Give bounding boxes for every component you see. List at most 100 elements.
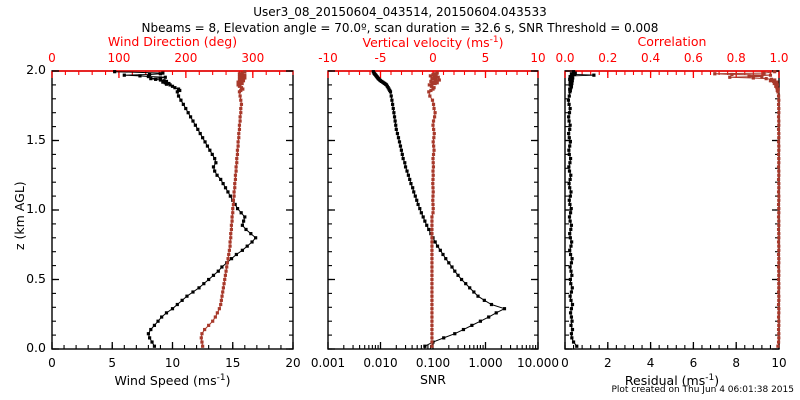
series-marker <box>430 340 434 344</box>
series-marker <box>568 232 572 236</box>
series-marker <box>470 323 474 327</box>
series-marker <box>228 194 232 198</box>
series-line <box>714 71 780 347</box>
series-marker <box>427 227 431 232</box>
series-marker <box>239 111 243 115</box>
series-marker <box>569 190 573 194</box>
series-marker <box>570 302 575 307</box>
series-marker <box>568 277 572 282</box>
series-marker <box>233 177 238 182</box>
series-marker <box>487 315 491 319</box>
series-marker <box>430 215 434 219</box>
series-marker <box>432 127 436 131</box>
series-marker <box>592 73 596 77</box>
series-marker <box>397 140 402 144</box>
series-marker <box>221 286 225 290</box>
series-marker <box>776 94 781 98</box>
series-marker <box>173 86 177 90</box>
series-marker <box>428 94 432 98</box>
series-marker <box>200 340 204 344</box>
series-marker <box>412 190 416 194</box>
series-marker <box>777 223 781 227</box>
series-marker <box>777 307 781 311</box>
series-marker <box>570 273 574 277</box>
series-marker <box>228 240 232 244</box>
series-marker <box>777 269 781 273</box>
series-marker <box>203 140 207 144</box>
series-marker <box>571 70 576 74</box>
xtick-label-bottom: 10 <box>164 356 181 370</box>
xtick-label-top: 300 <box>241 51 265 65</box>
series-marker <box>776 240 781 244</box>
series-marker <box>430 219 434 223</box>
series-marker <box>425 223 429 227</box>
series-marker <box>243 215 247 219</box>
series-marker <box>202 282 206 286</box>
series-marker <box>568 194 572 198</box>
series-marker <box>776 215 781 219</box>
series-marker <box>468 286 472 290</box>
series-marker <box>777 323 781 327</box>
series-marker <box>138 74 142 78</box>
series-marker <box>163 75 167 79</box>
series-marker <box>430 236 434 240</box>
series-marker <box>776 290 781 294</box>
series-marker <box>776 315 781 319</box>
series-marker <box>210 152 214 156</box>
series-marker <box>430 302 434 307</box>
series-marker <box>461 327 466 332</box>
series-marker <box>777 336 781 340</box>
series-marker <box>229 232 233 236</box>
series-marker <box>569 282 573 286</box>
series-marker <box>569 227 573 232</box>
series-marker <box>776 227 781 232</box>
series-marker <box>431 152 436 156</box>
xtick-label-bottom: 0.001 <box>310 356 346 370</box>
xtick-label-top: 200 <box>174 51 198 65</box>
series-marker <box>432 86 436 90</box>
series-marker <box>229 257 234 261</box>
series-marker <box>429 84 434 88</box>
series-marker <box>713 72 717 76</box>
series-marker <box>430 311 434 315</box>
series-marker <box>777 219 781 223</box>
series-marker <box>232 194 236 198</box>
ytick-label: 0.0 <box>26 340 46 355</box>
series-marker <box>430 240 434 244</box>
series-marker <box>432 136 436 140</box>
series-marker <box>431 173 435 177</box>
series-marker <box>181 102 185 106</box>
series-marker <box>569 261 574 265</box>
series-marker <box>441 252 445 257</box>
figure-subtitle: Nbeams = 8, Elevation angle = 70.0º, sca… <box>141 21 659 35</box>
series-marker <box>776 190 781 194</box>
series-marker <box>775 80 779 84</box>
series-marker <box>193 123 197 127</box>
series-marker <box>575 344 579 348</box>
xtick-label-top: 0.0 <box>555 51 575 65</box>
series-marker <box>777 136 781 140</box>
series-marker <box>390 98 394 102</box>
series-marker <box>237 72 242 76</box>
series-marker <box>430 277 434 282</box>
series-marker <box>431 198 435 202</box>
series-marker <box>773 70 777 74</box>
series-marker <box>777 211 781 215</box>
series-marker <box>235 207 240 211</box>
series-marker <box>567 94 571 98</box>
series-marker <box>225 265 229 269</box>
series-marker <box>435 244 440 248</box>
series-marker <box>430 336 434 340</box>
series-marker <box>219 177 223 182</box>
series-marker <box>430 248 434 252</box>
series-marker <box>219 298 223 302</box>
series-marker <box>175 90 179 94</box>
series-marker <box>160 315 164 319</box>
series-marker <box>431 186 435 190</box>
series-marker <box>254 236 258 240</box>
series-marker <box>568 236 572 240</box>
xtick-label-bottom: 4 <box>646 356 655 370</box>
series-marker <box>776 202 781 207</box>
xtick-label-top: -10 <box>318 51 338 65</box>
